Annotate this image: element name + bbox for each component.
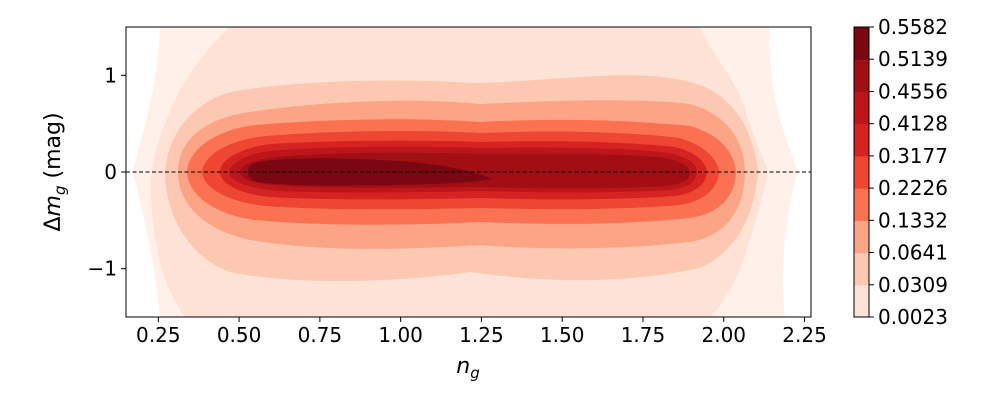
colorbar-segment bbox=[854, 59, 869, 92]
colorbar-tick-label: 0.2226 bbox=[878, 176, 948, 200]
x-tick-label: 0.75 bbox=[298, 323, 343, 347]
colorbar-tick-label: 0.4128 bbox=[878, 112, 948, 136]
x-tick-label: 2.25 bbox=[782, 323, 827, 347]
colorbar-segment bbox=[854, 220, 869, 254]
colorbar: 0.5582 0.5139 0.4556 0.4128 0.3177 0.2226 0.13… bbox=[853, 15, 948, 329]
x-axis-ticks: 0.25 0.50 0.75 1.00 1.25 1.50 1.75 2.00 2.25 bbox=[136, 317, 827, 347]
colorbar-segment bbox=[854, 252, 869, 286]
colorbar-segment bbox=[854, 284, 869, 318]
x-tick-label: 0.50 bbox=[217, 323, 262, 347]
x-tick-label: 0.25 bbox=[136, 323, 181, 347]
y-axis-ticks: 1 0 −1 bbox=[88, 63, 126, 281]
contour-layer bbox=[133, 27, 798, 317]
x-tick-label: 1.00 bbox=[378, 323, 423, 347]
colorbar-segment bbox=[854, 123, 869, 157]
colorbar-segment bbox=[854, 91, 869, 125]
colorbar-tick-label: 0.0023 bbox=[878, 305, 948, 329]
colorbar-tick-label: 0.0641 bbox=[878, 241, 948, 265]
colorbar-frame bbox=[853, 26, 870, 318]
x-tick-label: 1.75 bbox=[621, 323, 666, 347]
colorbar-tick-label: 0.5582 bbox=[878, 15, 948, 39]
colorbar-tick-label: 0.3177 bbox=[878, 144, 948, 168]
y-tick-label: −1 bbox=[88, 257, 117, 281]
y-tick-label: 1 bbox=[104, 63, 117, 87]
colorbar-tick-label: 0.0309 bbox=[878, 273, 948, 297]
x-axis-label: ng bbox=[456, 354, 479, 382]
x-tick-label: 1.25 bbox=[459, 323, 504, 347]
colorbar-segment bbox=[854, 155, 869, 189]
x-tick-label: 1.50 bbox=[540, 323, 585, 347]
colorbar-segment bbox=[854, 188, 869, 221]
y-tick-label: 0 bbox=[104, 160, 117, 184]
colorbar-tick-label: 0.1332 bbox=[878, 208, 948, 232]
colorbar-tick-label: 0.5139 bbox=[878, 47, 948, 71]
colorbar-segment bbox=[854, 27, 869, 60]
y-axis-label: Δmg (mag) bbox=[41, 112, 69, 231]
x-tick-label: 2.00 bbox=[701, 323, 746, 347]
colorbar-tick-label: 0.4556 bbox=[878, 79, 948, 103]
